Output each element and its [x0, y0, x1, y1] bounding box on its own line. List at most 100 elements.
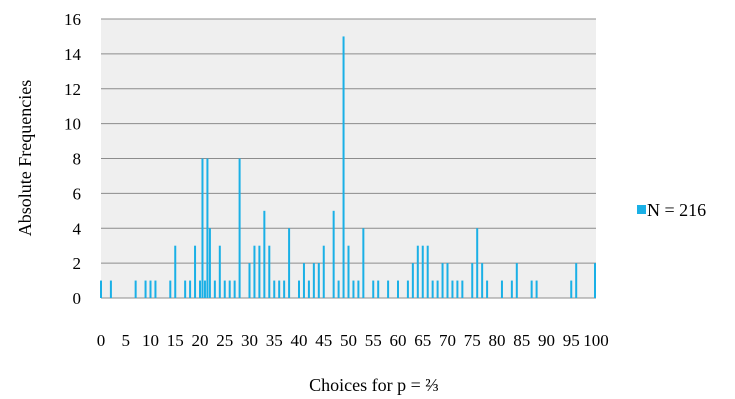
bar — [206, 158, 209, 298]
bar — [347, 245, 350, 298]
bar — [203, 280, 206, 298]
bar — [461, 280, 464, 298]
bar — [362, 228, 365, 298]
bar — [248, 263, 251, 298]
x-tick-label: 35 — [266, 331, 283, 350]
bar — [298, 280, 300, 298]
x-tick-label: 95 — [563, 331, 580, 350]
bar — [258, 245, 261, 298]
y-tick-label: 16 — [64, 10, 81, 29]
bar — [406, 280, 409, 298]
y-tick-label: 10 — [64, 115, 81, 134]
bar — [441, 263, 444, 298]
bar — [352, 280, 355, 298]
bar — [144, 280, 147, 298]
bar — [397, 280, 399, 298]
bar — [201, 158, 204, 298]
bar — [515, 263, 518, 298]
bar — [109, 280, 112, 298]
bar — [421, 245, 424, 298]
bar — [233, 280, 236, 298]
bar — [451, 280, 454, 298]
x-tick-labels: 0 5 10 15 20 25 30 35 40 45 50 55 60 65 70 75 80 85 90 95 10… — [97, 331, 609, 350]
bar — [283, 280, 286, 298]
x-tick-label: 20 — [192, 331, 209, 350]
bar — [169, 280, 172, 298]
bar — [278, 280, 281, 298]
x-tick-label: 65 — [414, 331, 431, 350]
bar — [357, 280, 360, 298]
bar — [500, 280, 503, 298]
bar — [337, 280, 340, 298]
y-tick-label: 8 — [73, 150, 82, 169]
x-tick-label: 80 — [489, 331, 506, 350]
y-tick-labels: 0 2 4 6 8 10 12 14 16 — [64, 10, 82, 308]
y-tick-label: 12 — [64, 80, 81, 99]
bar — [213, 280, 216, 298]
bar — [436, 280, 439, 298]
bar — [268, 245, 271, 298]
bar — [218, 245, 221, 298]
x-tick-label: 75 — [464, 331, 481, 350]
bar — [223, 280, 226, 298]
bar — [312, 263, 315, 298]
y-tick-label: 6 — [73, 184, 82, 203]
bar — [174, 245, 177, 298]
bar — [486, 280, 489, 298]
bar — [149, 280, 152, 298]
bar — [194, 245, 197, 298]
bar — [372, 280, 375, 298]
bar — [228, 280, 231, 298]
bar — [273, 280, 276, 298]
x-axis-title: Choices for p = ⅔ — [309, 375, 439, 395]
bar — [570, 280, 573, 298]
x-tick-label: 10 — [142, 331, 159, 350]
bar — [322, 245, 325, 298]
x-tick-label: 90 — [538, 331, 555, 350]
bar — [253, 245, 256, 298]
x-tick-label: 5 — [122, 331, 131, 350]
y-tick-label: 0 — [73, 289, 82, 308]
x-tick-label: 25 — [216, 331, 233, 350]
bar — [416, 245, 419, 298]
bar — [446, 263, 449, 298]
bar — [208, 228, 211, 298]
bar — [263, 210, 266, 298]
bar — [431, 280, 434, 298]
bar — [317, 263, 320, 298]
bar — [530, 280, 533, 298]
bar — [288, 228, 291, 298]
bar — [476, 228, 479, 298]
x-tick-label: 60 — [390, 331, 407, 350]
x-tick-label: 55 — [365, 331, 382, 350]
x-tick-label: 30 — [241, 331, 258, 350]
bar — [594, 263, 596, 298]
bar — [426, 245, 429, 298]
bar — [342, 36, 345, 298]
x-tick-label: 70 — [439, 331, 456, 350]
bar — [481, 263, 484, 298]
legend-swatch — [637, 205, 646, 214]
bar — [471, 263, 474, 298]
bar — [575, 263, 578, 298]
x-tick-label: 100 — [583, 331, 609, 350]
x-tick-label: 0 — [97, 331, 106, 350]
bar — [456, 280, 459, 298]
x-tick-label: 40 — [291, 331, 308, 350]
data-bars — [100, 36, 596, 298]
x-tick-label: 50 — [340, 331, 357, 350]
y-tick-label: 2 — [73, 254, 82, 273]
bar — [377, 280, 380, 298]
bar — [387, 280, 390, 298]
bar — [535, 280, 538, 298]
bar — [510, 280, 513, 298]
bar — [184, 280, 187, 298]
bar — [189, 280, 192, 298]
bar — [307, 280, 310, 298]
bar — [411, 263, 414, 298]
bar — [100, 280, 102, 298]
bar — [332, 210, 335, 298]
y-axis-title: Absolute Frequencies — [15, 80, 35, 236]
legend-label: N = 216 — [647, 200, 706, 220]
